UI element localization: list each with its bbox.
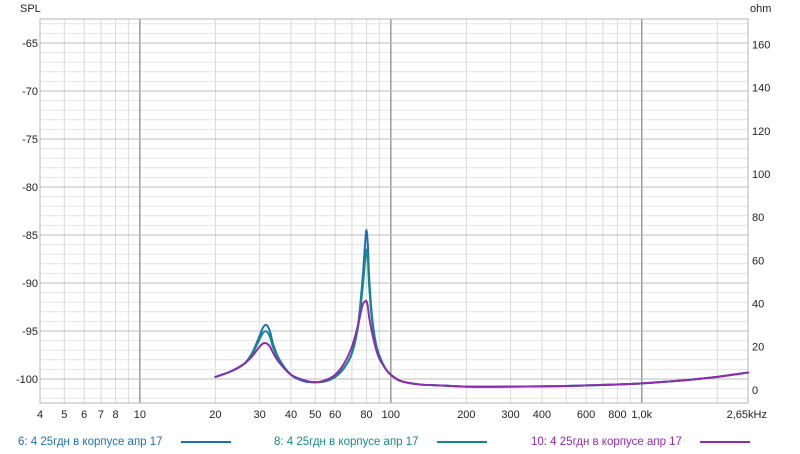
x-tick-label: 1,0k [631,409,652,421]
right-tick-label: 40 [752,298,764,310]
left-tick-label: -75 [22,134,38,146]
legend-entry-series-8: 8: 4 25гдн в корпусе апр 17 [274,432,487,452]
left-tick-label: -70 [22,86,38,98]
x-axis-unit: kHz [748,409,767,421]
right-axis-title: ohm [750,3,771,15]
x-tick-label: 5 [61,409,67,421]
minor-grid [39,19,748,403]
x-tick-label: 50 [309,409,321,421]
legend-swatch [436,441,487,443]
left-tick-label: -95 [22,326,38,338]
x-tick-label: 80 [360,409,372,421]
x-tick-label: 40 [285,409,297,421]
x-tick-label: 100 [382,409,400,421]
right-tick-label: 60 [752,255,764,267]
right-tick-label: 80 [752,212,764,224]
right-tick-label: 120 [752,126,770,138]
x-tick-label: 4 [37,409,43,421]
left-tick-label: -100 [16,374,38,386]
series-line-0 [214,229,749,388]
legend-label: 10: 4 25гдн в корпусе апр 17 [531,436,682,448]
left-tick-label: -80 [22,182,38,194]
x-tick-label: 400 [533,409,551,421]
legend-swatch [699,441,750,443]
right-tick-label: 0 [752,385,758,397]
x-axis-tick-labels: 4 5 6 7 8 10 20 30 40 50 60 80 100 200 300 400 600 800 1,0… [37,409,748,421]
x-tick-label: 8 [112,409,118,421]
left-tick-label: -90 [22,278,38,290]
series-line-1 [214,248,749,388]
x-tick-label: 10 [134,409,146,421]
right-tick-label: 100 [752,169,770,181]
left-tick-label: -85 [22,230,38,242]
x-tick-label: 800 [608,409,626,421]
x-tick-label: 300 [501,409,519,421]
legend-swatch [180,441,231,443]
x-tick-label: 30 [253,409,265,421]
left-tick-label: -65 [22,38,38,50]
series-line-2 [214,299,749,388]
series-layer [214,229,749,388]
legend-label: 8: 4 25гдн в корпусе апр 17 [274,436,419,448]
right-axis-tick-labels: 0 20 40 60 80 100 120 140 160 [752,39,770,396]
plot-frame [39,18,749,404]
x-tick-label: 7 [98,409,104,421]
major-grid [40,19,748,403]
frequency-response-chart: 4 5 6 7 8 10 20 30 40 50 60 80 100 200 300 400 600 800 1,0… [16,3,771,421]
left-axis-tick-labels: -65 -70 -75 -80 -85 -90 -95 -100 [16,38,38,386]
legend-entry-series-6: 6: 4 25гдн в корпусе апр 17 [18,432,231,452]
x-tick-label: 6 [81,409,87,421]
x-tick-label: 600 [577,409,595,421]
left-axis-title: SPL [20,3,41,15]
right-tick-label: 140 [752,83,770,95]
x-tick-label: 20 [209,409,221,421]
right-tick-label: 160 [752,39,770,51]
legend-entry-series-10: 10: 4 25гдн в корпусе апр 17 [531,432,750,452]
right-tick-label: 20 [752,342,764,354]
x-tick-label: 2,65 [727,409,748,421]
x-tick-label: 60 [329,409,341,421]
x-tick-label: 200 [457,409,475,421]
legend-label: 6: 4 25гдн в корпусе апр 17 [18,436,163,448]
